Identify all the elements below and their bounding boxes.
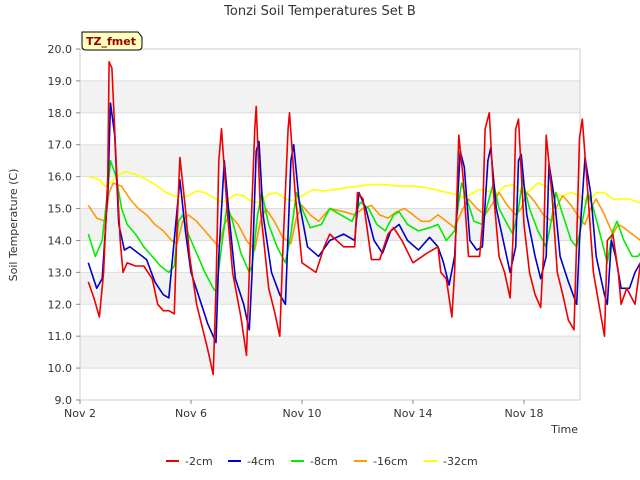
x-axis-label: Time	[550, 423, 578, 436]
plot-background-bands	[80, 80, 580, 369]
chart-title: Tonzi Soil Temperatures Set B	[223, 4, 416, 19]
y-tick-label: 10.0	[48, 362, 73, 375]
x-tick-label: Nov 18	[505, 407, 544, 420]
y-tick-label: 20.0	[48, 43, 73, 56]
x-tick-label: Nov 14	[394, 407, 433, 420]
background-band	[80, 336, 580, 369]
y-tick-label: 14.0	[48, 234, 73, 247]
y-tick-label: 19.0	[48, 75, 73, 88]
series-lines	[87, 61, 640, 376]
y-tick-label: 16.0	[48, 171, 73, 184]
y-axis-ticks: 9.0 10.0 11.0 12.0 13.0 14.0 15.0 16.0 17.0 18.0 1…	[48, 43, 80, 407]
y-tick-label: 13.0	[48, 266, 73, 279]
legend: -2cm -4cm -8cm -16cm -32cm	[166, 455, 478, 468]
series-line-minus-32cm	[88, 171, 640, 204]
y-tick-label: 18.0	[48, 107, 73, 120]
x-tick-label: Nov 6	[175, 407, 207, 420]
y-tick-label: 12.0	[48, 298, 73, 311]
y-tick-label: 9.0	[55, 394, 73, 407]
x-tick-label: Nov 2	[64, 407, 96, 420]
y-tick-label: 11.0	[48, 330, 73, 343]
x-axis-ticks: Nov 2 Nov 6 Nov 10 Nov 14 Nov 18	[64, 400, 543, 420]
annotation-text: TZ_fmet	[86, 35, 136, 48]
background-band	[80, 80, 580, 113]
background-band	[80, 144, 580, 177]
y-tick-label: 15.0	[48, 203, 73, 216]
tz-fmet-annotation: TZ_fmet	[81, 31, 143, 51]
legend-label: -4cm	[247, 455, 275, 468]
series-line-minus-8cm	[87, 159, 640, 293]
legend-label: -2cm	[185, 455, 213, 468]
y-tick-label: 17.0	[48, 139, 73, 152]
legend-label: -8cm	[310, 455, 338, 468]
background-band	[80, 272, 580, 305]
series-line-minus-16cm	[87, 182, 640, 251]
legend-label: -32cm	[443, 455, 478, 468]
legend-label: -16cm	[373, 455, 408, 468]
y-axis-label: Soil Temperature (C)	[7, 169, 20, 282]
annotation-box	[81, 31, 143, 51]
x-tick-label: Nov 10	[283, 407, 322, 420]
series-line-minus-2cm	[87, 61, 640, 376]
